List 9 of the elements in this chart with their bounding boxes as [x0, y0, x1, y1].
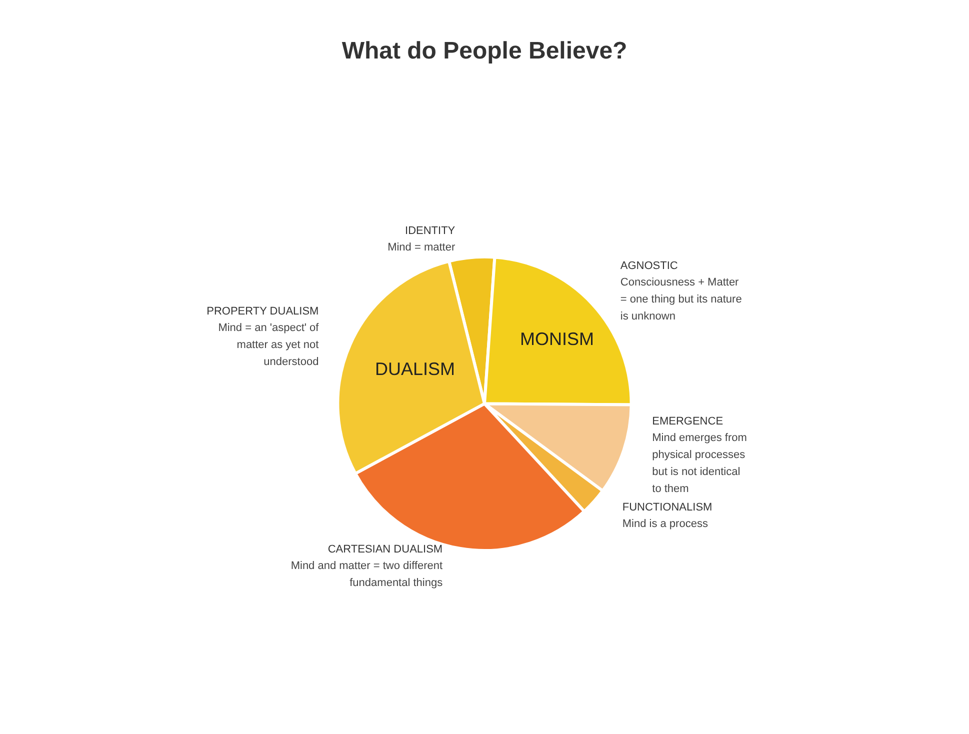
slice-label: CARTESIAN DUALISM Mind and matter = two different fundamental things: [290, 543, 444, 589]
chart-title: What do People Believe?: [342, 38, 628, 64]
slice-label: AGNOSTIC Consciousness + Matter = one thing but its nature is unknown: [620, 260, 742, 323]
slice-label: FUNCTIONALISM Mind is a process: [622, 502, 712, 530]
slice-label: PROPERTY DUALISM Mind = an 'aspect' of matter as yet not understood: [206, 306, 320, 368]
text: DUALISM: [375, 359, 456, 379]
slice-label: IDENTITY Mind = matter: [388, 225, 456, 254]
text: MONISM: [520, 329, 594, 349]
slice-label: EMERGENCE Mind emerges from physical processes but is not identical to them: [652, 416, 747, 496]
